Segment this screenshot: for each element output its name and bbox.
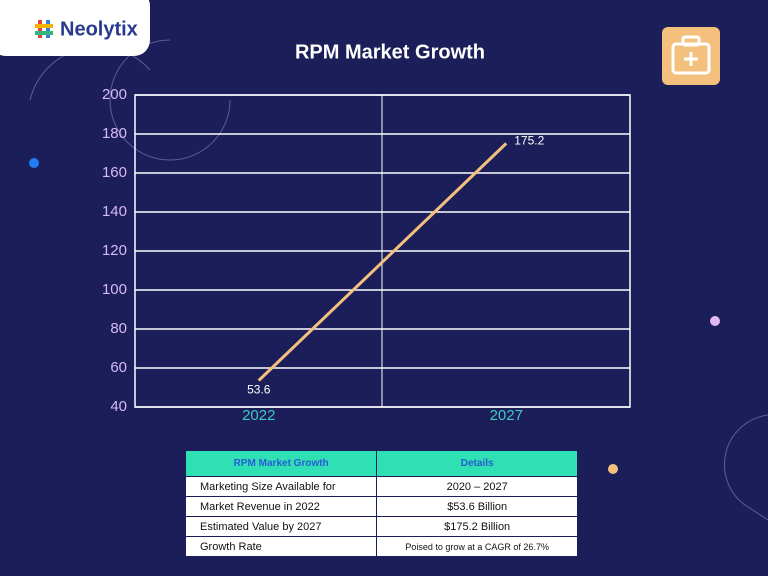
y-tick-label: 80 [110, 320, 127, 337]
table-cell: Marketing Size Available for [184, 476, 378, 497]
y-tick-label: 160 [102, 164, 127, 181]
table-row: Market Revenue in 2022 $53.6 Billion [184, 496, 578, 517]
chart-title: RPM Market Growth [295, 41, 485, 63]
table-header-cell: RPM Market Growth [184, 450, 378, 477]
y-tick-label: 180 [102, 125, 127, 142]
data-label: 53.6 [247, 383, 271, 397]
table-cell: Poised to grow at a CAGR of 26.7% [376, 536, 578, 557]
line [257, 142, 508, 382]
y-tick-label: 100 [102, 281, 127, 298]
x-tick-label: 2027 [490, 407, 523, 424]
decor-dot [710, 316, 720, 326]
x-tick-label: 2022 [242, 407, 275, 424]
table-cell: 2020 – 2027 [376, 476, 578, 497]
table-cell: $53.6 Billion [376, 496, 578, 517]
y-tick-label: 40 [110, 398, 127, 415]
medical-icon [662, 27, 720, 85]
table-cell: Estimated Value by 2027 [184, 516, 378, 537]
data-table: RPM Market Growth Details Marketing Size A… [184, 450, 578, 557]
data-label: 175.2 [514, 134, 544, 148]
table-row: Estimated Value by 2027 $175.2 Billion [184, 516, 578, 537]
y-tick-label: 120 [102, 242, 127, 259]
y-tick-label: 60 [110, 359, 127, 376]
table-cell: $175.2 Billion [376, 516, 578, 537]
decor-dot [608, 464, 618, 474]
decor-dot [29, 158, 39, 168]
logo-box [0, 0, 150, 56]
brand: Neolytix [60, 18, 138, 40]
y-tick-label: 200 [102, 86, 127, 103]
table-cell: Market Revenue in 2022 [184, 496, 378, 517]
table-row: Marketing Size Available for 2020 – 2027 [184, 476, 578, 497]
decor-arc [723, 414, 768, 521]
decor-arc [109, 39, 231, 161]
y-tick-label: 140 [102, 203, 127, 220]
table-header-cell: Details [376, 450, 578, 477]
table-row: Growth Rate Poised to grow at a CAGR of 2… [184, 536, 578, 557]
table-cell: Growth Rate [184, 536, 378, 557]
logo-icon [35, 20, 53, 38]
table-header-row: RPM Market Growth Details [184, 450, 578, 477]
